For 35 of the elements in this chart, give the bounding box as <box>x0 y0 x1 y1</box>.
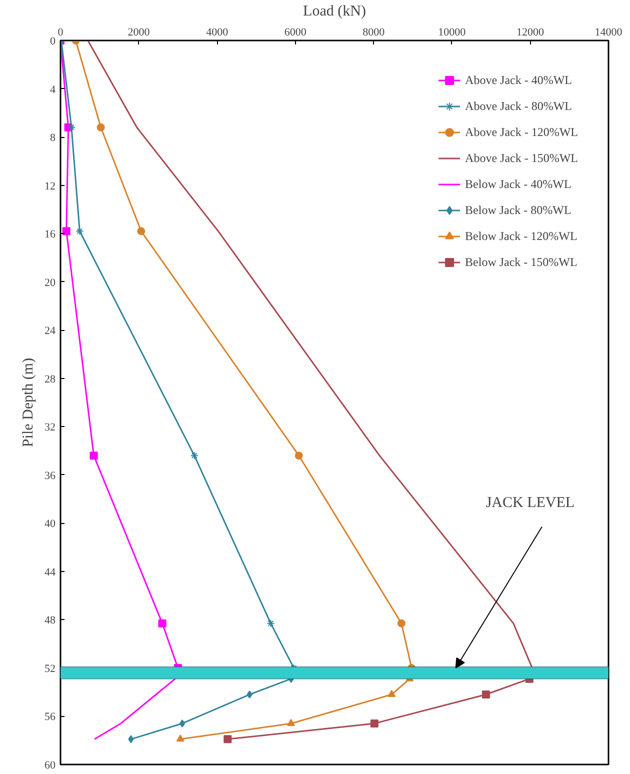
legend-label: Above Jack - 120%WL <box>465 124 578 140</box>
legend-label: Below Jack - 40%WL <box>465 176 572 192</box>
y-tick-label: 56 <box>44 711 56 724</box>
y-tick-label: 48 <box>44 614 56 627</box>
x-tick-label: 6000 <box>284 26 307 38</box>
y-tick-label: 28 <box>44 373 56 386</box>
legend-label: Above Jack - 150%WL <box>465 150 578 166</box>
legend-label: Above Jack - 80%WL <box>465 98 572 114</box>
x-tick-label: 0 <box>58 26 64 38</box>
x-tick-label: 8000 <box>362 26 386 38</box>
y-tick-label: 8 <box>50 132 56 144</box>
x-tick-label: 12000 <box>516 26 544 38</box>
y-tick-label: 40 <box>44 518 56 530</box>
x-tick-label: 4000 <box>206 26 229 38</box>
y-tick-label: 44 <box>44 566 56 578</box>
annotation: JACK LEVEL <box>486 495 575 512</box>
x-tick-label: 10000 <box>438 26 466 38</box>
y-tick-label: 0 <box>50 36 56 48</box>
y-tick-label: 60 <box>44 760 56 772</box>
x-tick-label: 14000 <box>594 26 623 38</box>
y-tick-label: 4 <box>50 84 56 96</box>
y-tick-label: 12 <box>44 180 56 192</box>
legend-label: Above Jack - 40%WL <box>465 72 572 88</box>
y-tick-label: 20 <box>44 276 56 289</box>
y-axis-title: Pile Depth (m) <box>20 358 36 448</box>
legend-label: Below Jack - 120%WL <box>465 228 578 244</box>
legend-label: Below Jack - 150%WL <box>465 254 578 270</box>
y-tick-label: 52 <box>44 662 56 675</box>
y-tick-label: 36 <box>44 470 56 482</box>
x-tick-label: 2000 <box>128 26 150 38</box>
x-axis-title: Load (kN) <box>303 4 366 20</box>
y-tick-label: 24 <box>44 325 56 338</box>
y-tick-label: 16 <box>44 228 56 241</box>
legend-label: Below Jack - 80%WL <box>465 202 572 218</box>
y-tick-label: 32 <box>44 422 56 434</box>
